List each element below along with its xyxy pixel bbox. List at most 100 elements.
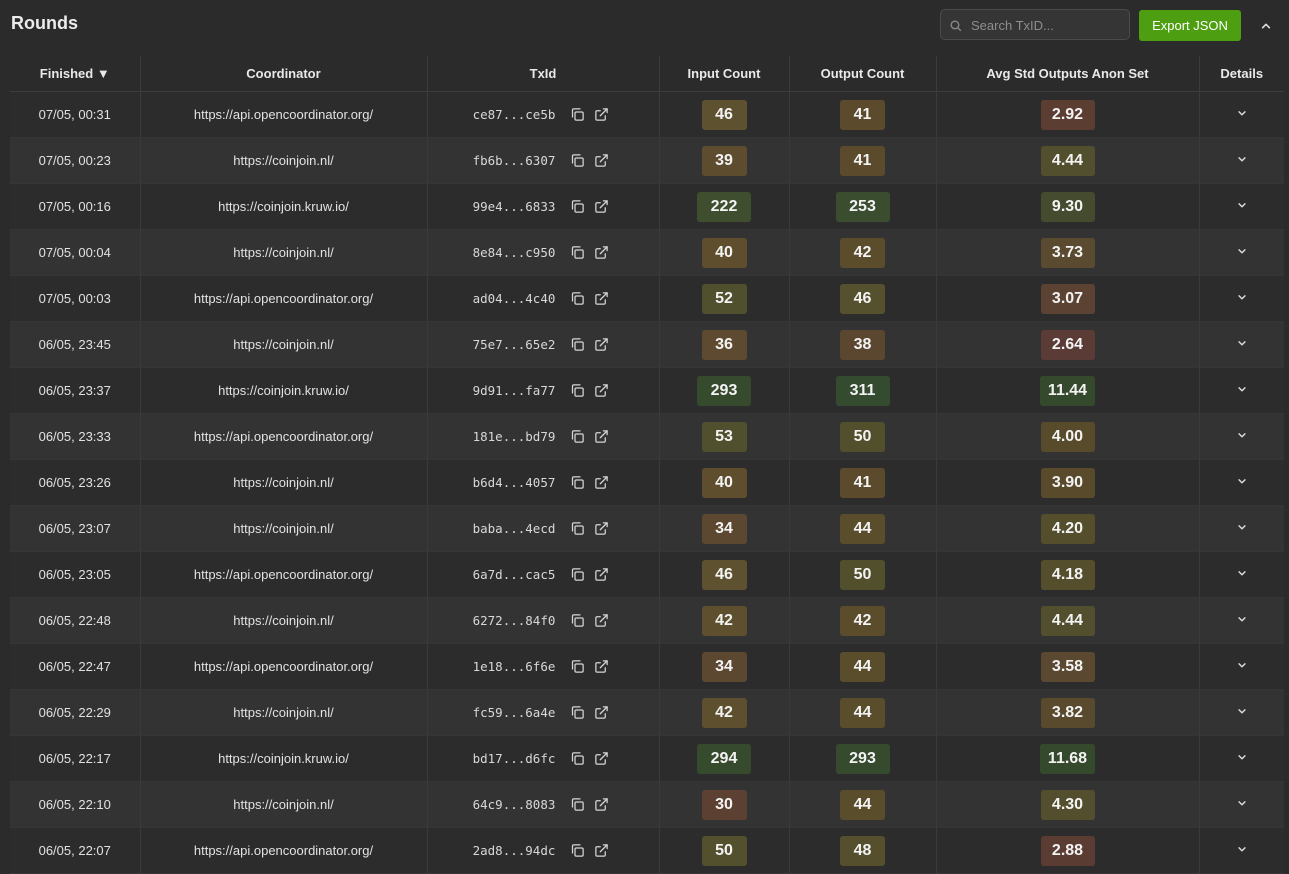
external-link-icon[interactable] [593, 107, 609, 123]
chevron-down-icon[interactable] [1235, 382, 1249, 396]
chevron-down-icon[interactable] [1235, 152, 1249, 166]
chevron-down-icon[interactable] [1235, 566, 1249, 580]
cell-details [1199, 689, 1284, 736]
cell-input-count: 40 [659, 229, 790, 276]
external-link-icon[interactable] [593, 199, 609, 215]
cell-txid: fc59...6a4e [427, 689, 660, 736]
external-link-icon[interactable] [593, 429, 609, 445]
external-link-icon[interactable] [593, 751, 609, 767]
cell-finished: 07/05, 00:31 [10, 91, 141, 138]
chevron-down-icon[interactable] [1235, 428, 1249, 442]
external-link-icon[interactable] [593, 475, 609, 491]
chevron-down-icon[interactable] [1235, 704, 1249, 718]
chevron-down-icon[interactable] [1235, 750, 1249, 764]
cell-finished: 06/05, 23:33 [10, 413, 141, 460]
external-link-icon[interactable] [593, 843, 609, 859]
chevron-down-icon[interactable] [1235, 520, 1249, 534]
copy-icon[interactable] [569, 567, 585, 583]
external-link-icon[interactable] [593, 613, 609, 629]
external-link-icon[interactable] [593, 705, 609, 721]
cell-output-count: 293 [789, 735, 937, 782]
chevron-down-icon[interactable] [1235, 842, 1249, 856]
output-count-badge: 44 [840, 651, 885, 682]
top-bar: Rounds Export JSON [0, 0, 1289, 52]
input-count-badge: 42 [701, 605, 747, 636]
anon-set-badge: 2.64 [1040, 329, 1095, 360]
cell-output-count: 38 [789, 321, 937, 368]
chevron-down-icon[interactable] [1235, 106, 1249, 120]
copy-icon[interactable] [569, 383, 585, 399]
copy-icon[interactable] [569, 751, 585, 767]
page-title: Rounds [11, 13, 78, 33]
external-link-icon[interactable] [593, 797, 609, 813]
copy-icon[interactable] [569, 291, 585, 307]
cell-anon-set: 3.07 [936, 275, 1200, 322]
cell-coordinator: https://coinjoin.nl/ [140, 459, 428, 506]
copy-icon[interactable] [569, 705, 585, 721]
chevron-down-icon[interactable] [1235, 336, 1249, 350]
table-row: 06/05, 22:17 https://coinjoin.kruw.io/bd1… [10, 735, 1284, 782]
table-row: 07/05, 00:31 https://api.opencoordinator.… [10, 91, 1284, 138]
external-link-icon[interactable] [593, 337, 609, 353]
copy-icon[interactable] [569, 843, 585, 859]
copy-icon[interactable] [569, 475, 585, 491]
cell-txid: b6d4...4057 [427, 459, 660, 506]
external-link-icon[interactable] [593, 521, 609, 537]
anon-set-badge: 11.68 [1039, 743, 1096, 774]
cell-output-count: 50 [789, 413, 937, 460]
export-json-button[interactable]: Export JSON [1139, 10, 1241, 41]
search-input[interactable] [969, 11, 1129, 40]
cell-output-count: 311 [789, 367, 937, 414]
cell-input-count: 53 [659, 413, 790, 460]
external-link-icon[interactable] [593, 567, 609, 583]
copy-icon[interactable] [569, 613, 585, 629]
input-count-badge: 40 [701, 237, 747, 268]
anon-set-badge: 4.44 [1040, 605, 1095, 636]
chevron-down-icon[interactable] [1235, 244, 1249, 258]
input-count-badge: 293 [697, 375, 751, 406]
external-link-icon[interactable] [593, 291, 609, 307]
input-count-badge: 36 [701, 329, 747, 360]
chevron-down-icon[interactable] [1235, 198, 1249, 212]
chevron-down-icon[interactable] [1235, 658, 1249, 672]
chevron-down-icon[interactable] [1235, 290, 1249, 304]
txid-text: 75e7...65e2 [472, 337, 556, 352]
cell-finished: 06/05, 22:48 [10, 597, 141, 644]
copy-icon[interactable] [569, 153, 585, 169]
chevron-down-icon[interactable] [1235, 796, 1249, 810]
copy-icon[interactable] [569, 429, 585, 445]
column-header-finished[interactable]: Finished ▼ [10, 56, 141, 92]
column-header-input-count: Input Count [659, 56, 790, 92]
cell-txid: 75e7...65e2 [427, 321, 660, 368]
external-link-icon[interactable] [593, 659, 609, 675]
copy-icon[interactable] [569, 245, 585, 261]
cell-details [1199, 643, 1284, 690]
chevron-up-icon [1261, 23, 1271, 29]
external-link-icon[interactable] [593, 153, 609, 169]
external-link-icon[interactable] [593, 245, 609, 261]
copy-icon[interactable] [569, 337, 585, 353]
output-count-badge: 44 [840, 697, 885, 728]
cell-input-count: 36 [659, 321, 790, 368]
chevron-down-icon[interactable] [1235, 474, 1249, 488]
output-count-badge: 41 [840, 467, 885, 498]
copy-icon[interactable] [569, 199, 585, 215]
external-link-icon[interactable] [593, 383, 609, 399]
search-box[interactable] [940, 9, 1130, 40]
output-count-badge: 50 [840, 421, 885, 452]
chevron-down-icon[interactable] [1235, 612, 1249, 626]
cell-coordinator: https://api.opencoordinator.org/ [140, 413, 428, 460]
cell-txid: baba...4ecd [427, 505, 660, 552]
txid-text: ce87...ce5b [472, 107, 556, 122]
table-row: 06/05, 23:26 https://coinjoin.nl/b6d4...4… [10, 459, 1284, 506]
cell-input-count: 50 [659, 827, 790, 874]
copy-icon[interactable] [569, 797, 585, 813]
copy-icon[interactable] [569, 659, 585, 675]
cell-txid: ad04...4c40 [427, 275, 660, 322]
copy-icon[interactable] [569, 521, 585, 537]
input-count-badge: 30 [701, 789, 747, 820]
table-row: 07/05, 00:16 https://coinjoin.kruw.io/99e… [10, 183, 1284, 230]
collapse-button[interactable] [1256, 16, 1276, 36]
anon-set-badge: 2.88 [1040, 835, 1095, 866]
copy-icon[interactable] [569, 107, 585, 123]
